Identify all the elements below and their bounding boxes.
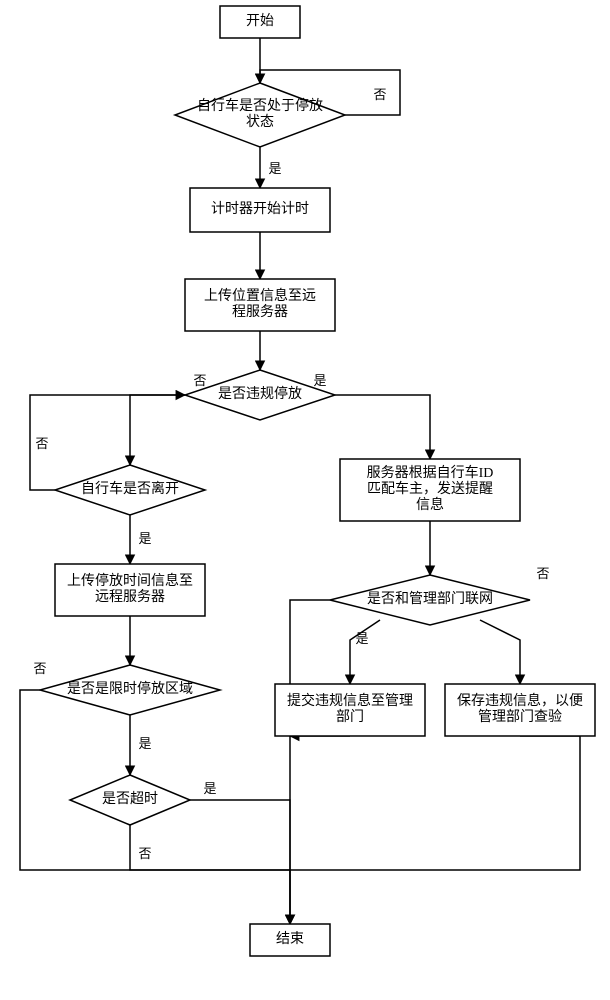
edge (350, 620, 380, 684)
node-p6: 保存违规信息，以便管理部门查验 (445, 684, 595, 736)
node-label: 上传停放时间信息至 (67, 572, 193, 589)
flowchart-canvas: 否是否是否是否是是否是否开始自行车是否处于停放状态计时器开始计时上传位置信息至远… (0, 0, 610, 1000)
edge-label: 否 (193, 373, 206, 388)
node-label: 服务器根据自行车ID (367, 464, 494, 481)
node-d5: 是否超时 (70, 775, 190, 825)
node-label: 开始 (246, 13, 274, 29)
edge (130, 395, 185, 465)
node-d6: 是否和管理部门联网 (330, 575, 530, 625)
node-d3: 自行车是否离开 (55, 465, 205, 515)
edge-label: 否 (138, 846, 151, 861)
edge-label: 是 (138, 736, 151, 751)
edge-label: 是 (203, 781, 216, 796)
edge-label: 否 (373, 87, 386, 102)
node-label: 结束 (276, 931, 304, 947)
node-d1: 自行车是否处于停放状态 (175, 83, 345, 147)
edge (335, 395, 430, 459)
edge-label: 是 (313, 373, 326, 388)
node-label: 部门 (336, 709, 364, 725)
node-d4: 是否是限时停放区域 (40, 665, 220, 715)
node-label: 程服务器 (232, 304, 288, 320)
edge (480, 620, 520, 684)
node-label: 是否超时 (102, 791, 158, 807)
edge (290, 736, 580, 870)
node-label: 管理部门查验 (478, 709, 562, 725)
edge (190, 800, 290, 924)
nodes-layer: 开始自行车是否处于停放状态计时器开始计时上传位置信息至远程服务器是否违规停放自行… (40, 6, 595, 956)
node-label: 状态 (246, 114, 274, 130)
edge-label: 否 (33, 661, 46, 676)
node-p5: 提交违规信息至管理部门 (275, 684, 425, 736)
edge (290, 600, 330, 924)
node-label: 计时器开始计时 (211, 201, 309, 217)
node-p2: 上传位置信息至远程服务器 (185, 279, 335, 331)
node-label: 远程服务器 (95, 589, 165, 605)
edge-label: 是 (138, 531, 151, 546)
node-label: 上传位置信息至远 (204, 287, 316, 304)
node-label: 自行车是否处于停放 (197, 97, 323, 114)
node-label: 信息 (416, 496, 444, 513)
edge-label: 否 (35, 436, 48, 451)
node-label: 匹配车主，发送提醒 (367, 480, 493, 497)
node-p1: 计时器开始计时 (190, 188, 330, 232)
node-p3: 上传停放时间信息至远程服务器 (55, 564, 205, 616)
node-label: 自行车是否离开 (81, 480, 179, 497)
node-label: 提交违规信息至管理 (287, 692, 413, 709)
node-label: 是否违规停放 (218, 385, 302, 402)
edge-label: 是 (268, 161, 281, 176)
node-start: 开始 (220, 6, 300, 38)
node-label: 是否和管理部门联网 (367, 591, 493, 607)
edge-label: 否 (536, 566, 549, 581)
node-p4: 服务器根据自行车ID匹配车主，发送提醒信息 (340, 459, 520, 521)
node-label: 是否是限时停放区域 (67, 680, 193, 697)
edge-label: 是 (355, 631, 368, 646)
node-label: 保存违规信息，以便 (457, 692, 583, 709)
edge (130, 825, 290, 870)
node-end: 结束 (250, 924, 330, 956)
